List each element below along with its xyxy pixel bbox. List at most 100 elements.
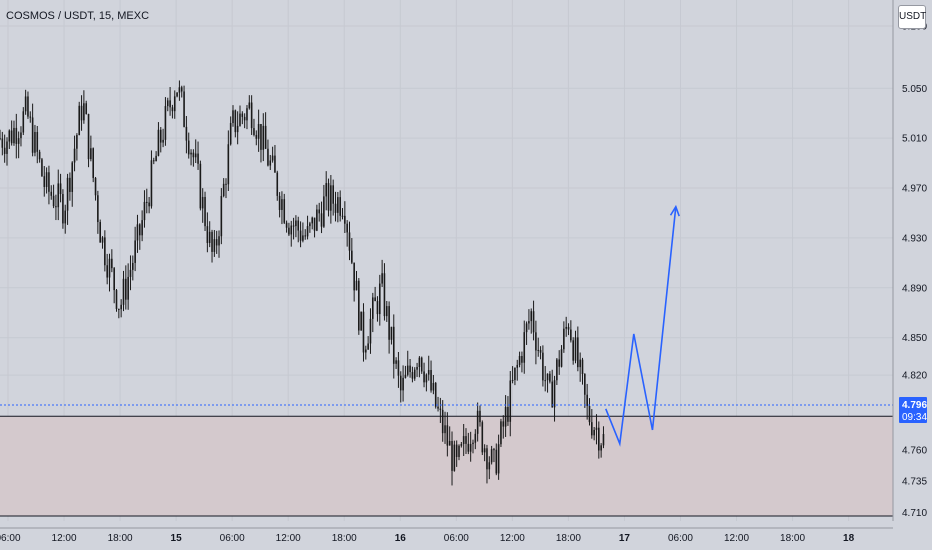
candle-body <box>493 449 495 451</box>
candle-body <box>481 422 484 453</box>
candle-body <box>327 183 330 211</box>
candle-body <box>136 224 139 241</box>
candle-body <box>362 311 365 353</box>
candle-body <box>250 102 253 129</box>
candle-body <box>542 352 544 381</box>
candle-body <box>483 448 486 453</box>
candle-body <box>595 427 598 430</box>
candle-body <box>399 375 402 391</box>
candle-body <box>458 445 460 457</box>
candle-body <box>528 321 530 324</box>
time-tick-label: 17 <box>619 533 631 544</box>
candle-body <box>229 123 232 145</box>
candle-body <box>43 176 46 187</box>
candle-body <box>36 131 39 152</box>
candle-body <box>285 222 288 228</box>
candle-body <box>24 96 27 112</box>
projection-arrowhead <box>669 204 680 217</box>
candle-body <box>157 129 160 156</box>
candle-body <box>225 183 227 185</box>
candle-body <box>166 100 169 107</box>
candle-body <box>199 163 202 209</box>
candle-body <box>556 359 558 381</box>
candle-body <box>87 114 90 160</box>
candle-body <box>441 409 444 434</box>
candle-body <box>295 220 297 227</box>
candle-body <box>332 185 334 204</box>
candle-body <box>57 183 60 208</box>
candle-body <box>390 326 393 340</box>
candle-body <box>467 443 470 452</box>
candle-body <box>432 382 435 391</box>
candle-body <box>73 148 76 163</box>
candle-body <box>190 152 192 155</box>
candle-body <box>220 195 223 237</box>
candle-body <box>490 449 493 463</box>
candle-body <box>139 224 141 236</box>
candle-body <box>567 326 570 330</box>
candle-body <box>104 237 106 266</box>
candle-body <box>462 436 465 445</box>
candle-body <box>141 220 143 236</box>
candle-body <box>446 425 449 446</box>
candle-body <box>570 329 572 341</box>
candle-body <box>383 273 386 317</box>
candle-body <box>55 206 57 208</box>
candle-body <box>208 231 211 243</box>
candle-body <box>3 147 6 154</box>
candle-body <box>92 148 94 178</box>
candle-body <box>106 265 108 278</box>
candle-body <box>281 199 283 210</box>
candle-body <box>495 449 498 474</box>
candle-body <box>518 356 521 365</box>
candle-body <box>227 144 230 185</box>
candle-body <box>448 441 451 446</box>
candle-body <box>164 106 167 140</box>
time-tick-label: 12:00 <box>52 533 77 544</box>
candle-body <box>34 131 36 153</box>
candle-body <box>530 311 533 322</box>
candle-body <box>313 217 316 231</box>
candle-body <box>409 365 411 373</box>
candle-body <box>183 91 185 127</box>
candle-body <box>309 223 311 227</box>
candle-body <box>544 380 547 382</box>
candle-body <box>551 381 554 408</box>
candle-body <box>437 406 439 409</box>
candle-body <box>420 357 423 372</box>
candle-body <box>69 177 71 192</box>
candle-body <box>236 125 239 133</box>
candle-body <box>444 425 446 434</box>
candle-body <box>488 462 491 470</box>
candle-body <box>472 442 474 445</box>
candle-body <box>546 373 549 381</box>
candle-body <box>388 306 390 340</box>
candle-body <box>201 196 204 209</box>
current-price-label: 4.796 <box>902 400 927 411</box>
candle-body <box>418 357 421 368</box>
candle-body <box>257 124 260 139</box>
candle-body <box>525 323 528 333</box>
price-tick-label: 4.760 <box>902 445 927 456</box>
candle-body <box>292 225 295 227</box>
currency-button[interactable]: USDT <box>898 5 926 29</box>
candle-body <box>120 304 122 310</box>
candle-body <box>204 196 206 227</box>
candle-body <box>253 128 255 135</box>
candle-body <box>346 223 348 233</box>
candle-body <box>222 183 225 196</box>
candle-body <box>378 283 381 315</box>
candle-body <box>262 125 265 150</box>
candle-body <box>185 126 188 141</box>
candle-body <box>52 195 55 207</box>
candle-body <box>537 349 540 351</box>
candle-body <box>264 125 267 149</box>
candle-body <box>479 410 481 423</box>
candle-body <box>351 250 353 263</box>
candle-body <box>255 134 258 139</box>
candle-body <box>159 129 162 143</box>
candle-body <box>460 444 463 446</box>
candle-body <box>83 103 85 121</box>
